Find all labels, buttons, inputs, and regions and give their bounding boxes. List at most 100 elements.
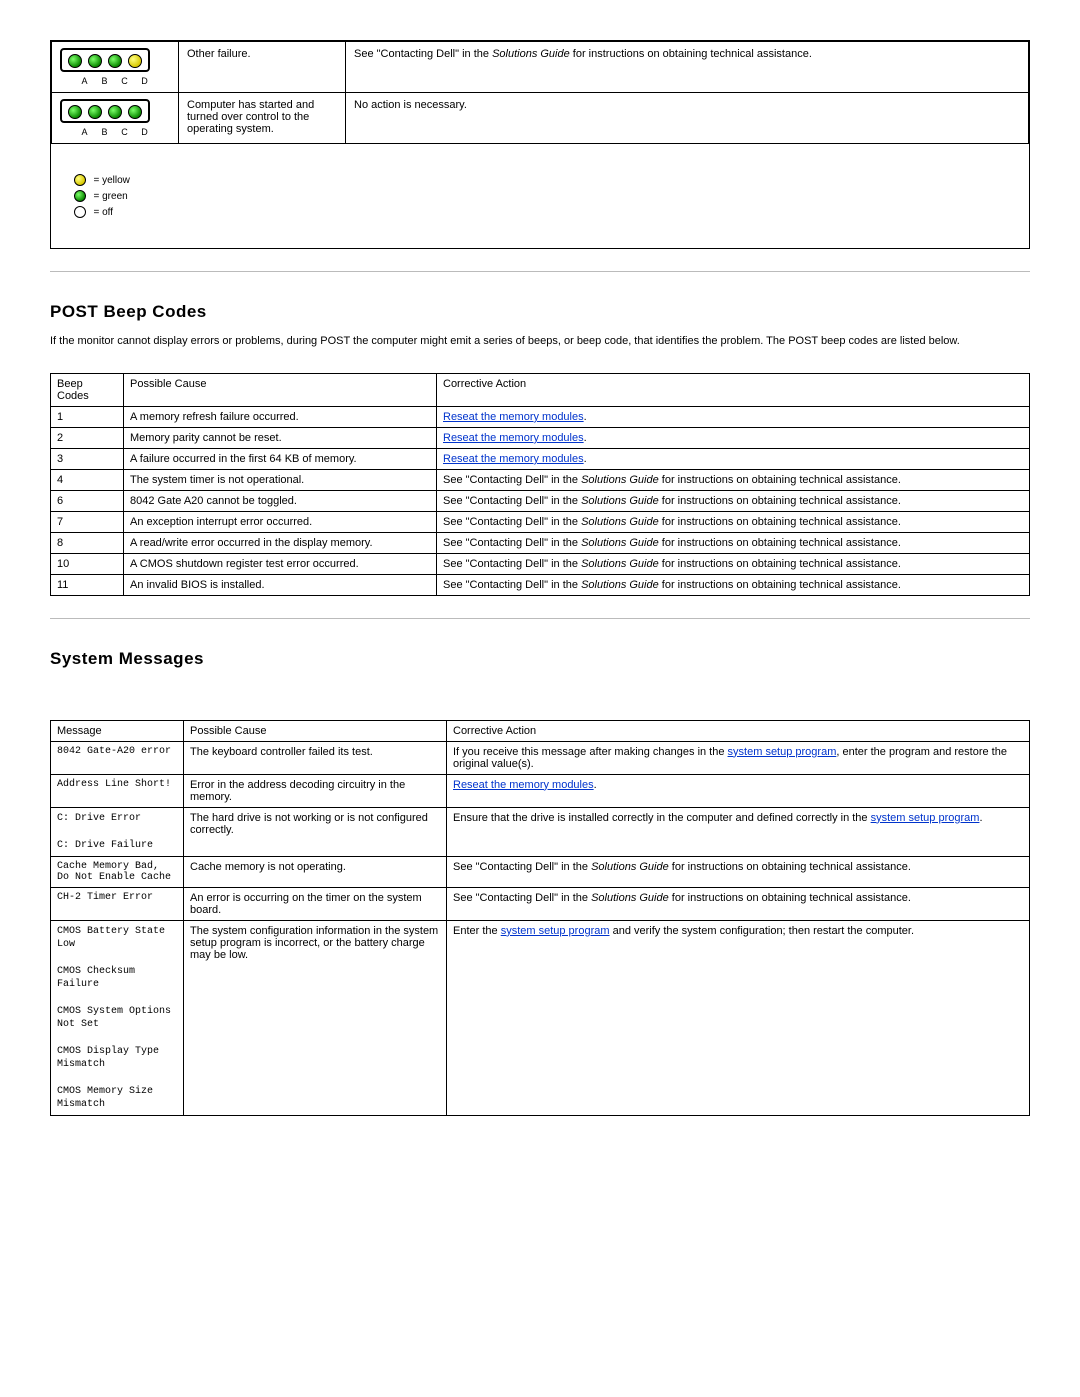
beep-contact-pre: See "Contacting Dell" in the [443,558,581,570]
diag-action-post: for instructions on obtaining technical … [570,48,812,60]
beep-code: 3 [51,448,124,469]
beep-code: 6 [51,490,124,511]
beep-contact-ital: Solutions Guide [581,474,659,486]
legend-cell: = yellow = green = off [52,144,1029,249]
led-c [108,105,122,119]
msg-6-action: Enter the system setup program and verif… [447,920,1030,1115]
msg-5-action: See "Contacting Dell" in the Solutions G… [447,887,1030,920]
legend-off-icon [74,206,86,218]
beep-action: Reseat the memory modules. [437,406,1030,427]
cmos-message: CMOS Display Type Mismatch [57,1045,177,1071]
beep-row: 4The system timer is not operational.See… [51,469,1030,490]
diag-action-1: No action is necessary. [346,93,1029,144]
msg-4-pre: See "Contacting Dell" in the [453,861,591,873]
beep-code: 11 [51,574,124,595]
beep-contact-ital: Solutions Guide [581,537,659,549]
beep-header-cause: Possible Cause [124,373,437,406]
beep-contact-ital: Solutions Guide [581,579,659,591]
separator [50,271,1030,272]
beep-code: 8 [51,532,124,553]
reseat-memory-link[interactable]: Reseat the memory modules [443,432,584,444]
msg-5: CH-2 Timer Error [51,887,184,920]
msg-1: 8042 Gate-A20 error [51,741,184,774]
beep-contact-post: for instructions on obtaining technical … [659,474,901,486]
beep-cause: 8042 Gate A20 cannot be toggled. [124,490,437,511]
led-box [60,99,150,123]
msg-4-ital: Solutions Guide [591,861,669,873]
msg-2-tail: . [594,779,597,791]
led-legend: = yellow = green = off [60,150,1021,242]
legend-green-label: = green [94,191,128,202]
msgs-header-cause: Possible Cause [184,720,447,741]
led-d [128,105,142,119]
reseat-memory-link[interactable]: Reseat the memory modules [443,411,584,423]
beep-contact-pre: See "Contacting Dell" in the [443,495,581,507]
beep-contact-pre: See "Contacting Dell" in the [443,537,581,549]
msg-5-post: for instructions on obtaining technical … [669,892,911,904]
legend-yellow-label: = yellow [94,175,130,186]
legend-green-icon [74,190,86,202]
msg-1-action: If you receive this message after making… [447,741,1030,774]
beep-action: See "Contacting Dell" in the Solutions G… [437,469,1030,490]
msg-3a: C: Drive Error [57,812,177,825]
system-setup-link[interactable]: system setup program [728,746,837,758]
beep-contact-ital: Solutions Guide [581,558,659,570]
led-a [68,105,82,119]
diagnostic-led-table: ABCD Other failure. See "Contacting Dell… [51,41,1029,248]
diag-desc-1: Computer has started and turned over con… [179,93,346,144]
reseat-memory-link[interactable]: Reseat the memory modules [443,453,584,465]
legend-yellow-icon [74,174,86,186]
msg-3: C: Drive Error C: Drive Failure [51,807,184,856]
led-b [88,54,102,68]
beep-action: See "Contacting Dell" in the Solutions G… [437,532,1030,553]
msg-3-cause: The hard drive is not working or is not … [184,807,447,856]
msg-1-pre: If you receive this message after making… [453,746,728,758]
beep-contact-post: for instructions on obtaining technical … [659,495,901,507]
led-box [60,48,150,72]
system-setup-link[interactable]: system setup program [871,812,980,824]
led-labels: ABCD [60,76,170,86]
beep-contact-pre: See "Contacting Dell" in the [443,579,581,591]
page-border: ABCD Other failure. See "Contacting Dell… [50,40,1030,249]
msgs-header-row: Message Possible Cause Corrective Action [51,720,1030,741]
diag-desc-0: Other failure. [179,42,346,93]
beep-cause: An exception interrupt error occurred. [124,511,437,532]
diag-action-ital: Solutions Guide [492,48,570,60]
msgs-spacer [50,681,1030,696]
beep-action: See "Contacting Dell" in the Solutions G… [437,490,1030,511]
legend-yellow: = yellow [74,174,1015,186]
led-cell-1: ABCD [52,93,179,144]
beep-heading: POST Beep Codes [50,302,1030,322]
msg-2-action: Reseat the memory modules. [447,774,1030,807]
beep-header-code: Beep Codes [51,373,124,406]
msg-5-ital: Solutions Guide [591,892,669,904]
beep-action: Reseat the memory modules. [437,427,1030,448]
beep-action: Reseat the memory modules. [437,448,1030,469]
beep-table: Beep Codes Possible Cause Corrective Act… [50,373,1030,596]
msg-4-cause: Cache memory is not operating. [184,856,447,887]
diag-action-0: See "Contacting Dell" in the Solutions G… [346,42,1029,93]
msgs-header-action: Corrective Action [447,720,1030,741]
beep-contact-pre: See "Contacting Dell" in the [443,516,581,528]
cmos-message: CMOS Battery State Low [57,925,177,951]
led-cell-0: ABCD [52,42,179,93]
beep-code: 7 [51,511,124,532]
reseat-memory-link[interactable]: Reseat the memory modules [453,779,594,791]
beep-code: 4 [51,469,124,490]
beep-code: 2 [51,427,124,448]
msg-5-pre: See "Contacting Dell" in the [453,892,591,904]
beep-intro: If the monitor cannot display errors or … [50,334,1030,349]
msg-3-pre: Ensure that the drive is installed corre… [453,812,871,824]
msg-3-post: . [979,812,982,824]
beep-row: 1A memory refresh failure occurred.Resea… [51,406,1030,427]
beep-contact-post: for instructions on obtaining technical … [659,579,901,591]
legend-row: = yellow = green = off [52,144,1029,249]
led-a [68,54,82,68]
msg-row-5: CH-2 Timer Error An error is occurring o… [51,887,1030,920]
beep-row: 8A read/write error occurred in the disp… [51,532,1030,553]
system-setup-link[interactable]: system setup program [501,925,610,937]
beep-header-row: Beep Codes Possible Cause Corrective Act… [51,373,1030,406]
separator [50,618,1030,619]
msg-2-cause: Error in the address decoding circuitry … [184,774,447,807]
beep-tail: . [584,453,587,465]
